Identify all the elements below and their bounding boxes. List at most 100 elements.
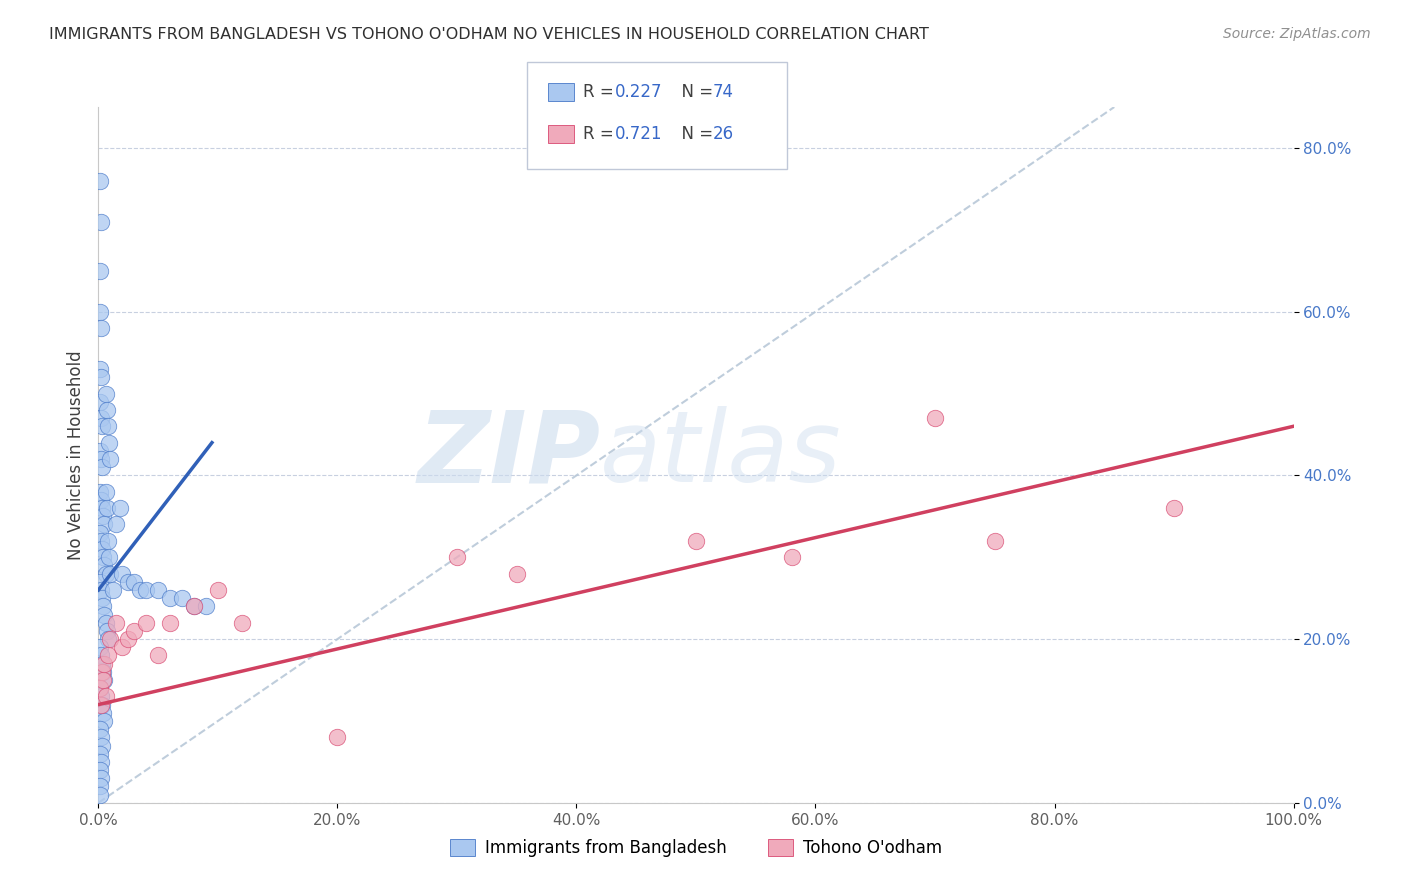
Point — [90, 755, 112, 769]
Point — [90, 411, 112, 425]
Point — [98, 550, 121, 565]
Point — [101, 582, 124, 597]
Point — [98, 435, 121, 450]
Point — [159, 591, 181, 606]
Point — [94, 615, 117, 630]
Point — [89, 747, 111, 761]
Point — [90, 731, 112, 745]
Point — [96, 403, 118, 417]
Point — [93, 517, 115, 532]
Point — [90, 370, 112, 384]
Point — [91, 599, 114, 614]
Point — [91, 665, 114, 679]
Point — [91, 460, 114, 475]
Point — [105, 517, 128, 532]
Point — [148, 648, 170, 663]
Point — [90, 214, 112, 228]
Point — [94, 386, 117, 401]
Point — [89, 780, 111, 794]
Text: 26: 26 — [713, 125, 734, 143]
Text: IMMIGRANTS FROM BANGLADESH VS TOHONO O'ODHAM NO VEHICLES IN HOUSEHOLD CORRELATIO: IMMIGRANTS FROM BANGLADESH VS TOHONO O'O… — [49, 27, 929, 42]
Point — [108, 501, 131, 516]
Point — [90, 452, 112, 467]
Point — [207, 582, 229, 597]
Point — [183, 599, 205, 614]
Point — [111, 566, 134, 581]
Point — [124, 574, 146, 589]
Point — [172, 591, 194, 606]
Point — [89, 525, 111, 540]
Point — [135, 615, 157, 630]
Point — [98, 452, 122, 467]
Point — [94, 484, 117, 499]
Text: R =: R = — [583, 83, 620, 101]
Point — [506, 566, 529, 581]
Point — [91, 419, 114, 434]
Point — [159, 615, 181, 630]
Point — [89, 574, 111, 589]
Text: N =: N = — [671, 83, 718, 101]
Point — [91, 706, 114, 720]
Legend: Immigrants from Bangladesh, Tohono O'odham: Immigrants from Bangladesh, Tohono O'odh… — [443, 832, 949, 864]
Point — [91, 665, 114, 679]
Y-axis label: No Vehicles in Household: No Vehicles in Household — [66, 350, 84, 560]
Point — [91, 550, 114, 565]
Point — [89, 443, 111, 458]
Point — [91, 739, 114, 753]
Point — [89, 681, 111, 696]
Point — [111, 640, 134, 655]
Point — [90, 492, 112, 507]
Point — [96, 624, 118, 638]
Point — [93, 714, 115, 728]
Point — [91, 657, 114, 671]
Point — [91, 698, 114, 712]
Point — [89, 722, 111, 736]
Point — [96, 501, 118, 516]
Point — [195, 599, 218, 614]
Point — [98, 632, 122, 646]
Point — [89, 788, 111, 802]
Point — [326, 731, 349, 745]
Point — [129, 582, 152, 597]
Point — [117, 574, 139, 589]
Text: 0.721: 0.721 — [614, 125, 662, 143]
Point — [90, 690, 112, 704]
Text: ZIP: ZIP — [418, 407, 600, 503]
Point — [94, 566, 117, 581]
Point — [148, 582, 170, 597]
Point — [97, 533, 120, 548]
Point — [91, 673, 114, 687]
Point — [97, 419, 120, 434]
Point — [90, 648, 112, 663]
Point — [97, 632, 120, 646]
Point — [446, 550, 468, 565]
Point — [90, 533, 112, 548]
Point — [90, 582, 112, 597]
Point — [94, 690, 117, 704]
Point — [90, 321, 112, 335]
Text: R =: R = — [583, 125, 620, 143]
Point — [1163, 501, 1185, 516]
Point — [89, 681, 111, 696]
Point — [93, 673, 115, 687]
Point — [90, 771, 112, 785]
Point — [93, 657, 115, 671]
Point — [924, 411, 946, 425]
Point — [91, 591, 114, 606]
Point — [93, 558, 115, 573]
Text: atlas: atlas — [600, 407, 842, 503]
Point — [89, 304, 111, 318]
Point — [89, 484, 111, 499]
Point — [231, 615, 253, 630]
Point — [91, 509, 114, 524]
Point — [685, 533, 707, 548]
Point — [91, 501, 114, 516]
Text: Source: ZipAtlas.com: Source: ZipAtlas.com — [1223, 27, 1371, 41]
Point — [89, 394, 111, 409]
Text: 74: 74 — [713, 83, 734, 101]
Point — [89, 640, 111, 655]
Point — [98, 566, 122, 581]
Point — [183, 599, 205, 614]
Point — [984, 533, 1007, 548]
Point — [135, 582, 157, 597]
